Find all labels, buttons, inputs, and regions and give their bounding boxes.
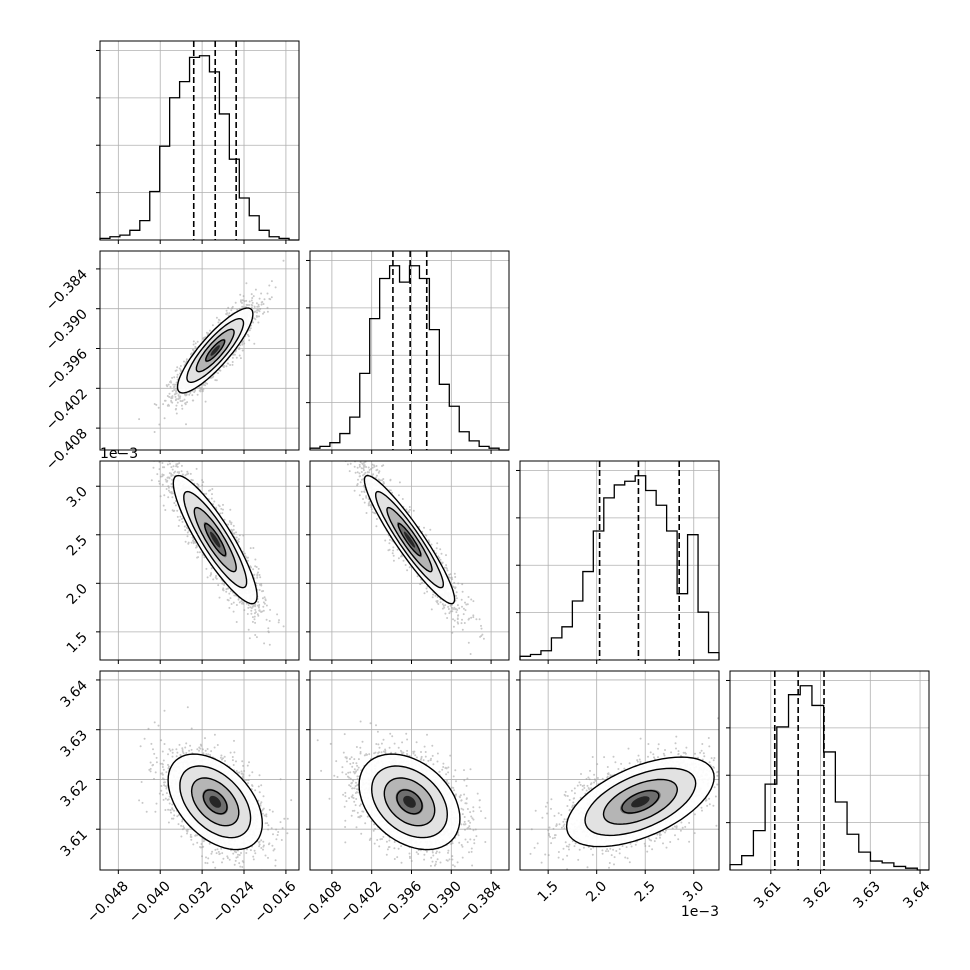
x-tick-label: −0.024 <box>210 878 258 926</box>
panel-frame <box>99 460 300 661</box>
contour-line-3 <box>397 522 422 557</box>
contour-line-1 <box>186 318 245 383</box>
contour-line-2 <box>383 777 436 827</box>
y-tick-label: 1.5 <box>64 629 91 656</box>
y-tick-label: 3.62 <box>57 777 90 810</box>
y-tick-label: −0.408 <box>43 426 91 474</box>
x-offset-label: 1e−3 <box>681 904 719 920</box>
density-panel-3-1 <box>306 670 510 874</box>
histogram-panel-1 <box>306 250 510 454</box>
y-tick-label: −0.384 <box>43 266 91 314</box>
x-tick-label: −0.040 <box>126 878 174 926</box>
y-tick-label: 2.0 <box>64 581 91 608</box>
density-level-4 <box>631 796 650 808</box>
density-panel-1-0 <box>96 250 300 454</box>
density-panel-3-2 <box>516 670 720 874</box>
contour-line-3 <box>202 789 228 815</box>
panel-frame <box>99 670 300 871</box>
x-tick-label: −0.384 <box>457 878 505 926</box>
contour-line-3 <box>203 522 227 557</box>
density-content <box>520 671 719 870</box>
contour-line-2 <box>602 778 679 825</box>
density-content <box>100 461 299 660</box>
histogram-step-2 <box>519 475 720 660</box>
contour-line-3 <box>396 789 423 815</box>
x-tick-label: 3.0 <box>680 878 707 905</box>
contour-line-0 <box>172 474 258 605</box>
density-content <box>100 671 299 870</box>
contour-line-2 <box>195 328 235 373</box>
density-level-4 <box>403 531 416 548</box>
x-tick-label: −0.408 <box>298 878 346 926</box>
y-tick-label: −0.390 <box>43 306 91 354</box>
histogram-panel-0 <box>96 40 300 244</box>
contour-line-1 <box>370 765 449 839</box>
density-level-4 <box>210 345 220 356</box>
panel-frame <box>519 670 720 871</box>
y-tick-label: 3.63 <box>57 727 90 760</box>
x-tick-label: 2.5 <box>632 878 659 905</box>
contour-line-1 <box>179 765 252 839</box>
panel-frame <box>729 670 930 871</box>
contour-line-1 <box>584 767 697 837</box>
contour-line-0 <box>167 753 264 851</box>
x-tick-label: 3.61 <box>751 878 784 911</box>
density-panel-3-0 <box>96 670 300 874</box>
histogram-step-0 <box>99 55 299 241</box>
x-tick-label: −0.396 <box>377 878 425 926</box>
panel-frame <box>99 40 300 241</box>
contour-line-1 <box>374 490 445 589</box>
x-tick-label: −0.016 <box>252 878 300 926</box>
x-tick-label: −0.402 <box>337 878 385 926</box>
panel-frame <box>519 460 720 661</box>
x-tick-label: 3.63 <box>851 878 884 911</box>
y-tick-label: −0.402 <box>43 386 91 434</box>
x-tick-label: 2.0 <box>583 878 610 905</box>
contour-line-0 <box>565 756 715 848</box>
density-content <box>100 251 299 450</box>
histogram-panel-3 <box>726 670 930 874</box>
density-panel-2-0 <box>96 460 300 664</box>
contour-line-1 <box>183 490 248 589</box>
contour-line-3 <box>621 789 660 814</box>
panel-frame <box>309 460 510 661</box>
x-tick-label: 1.5 <box>535 878 562 905</box>
contour-line-2 <box>386 506 433 573</box>
histogram-step-3 <box>729 685 929 871</box>
x-tick-label: 3.62 <box>801 878 834 911</box>
y-tick-label: 3.0 <box>64 484 91 511</box>
density-level-4 <box>403 795 416 808</box>
panel-frame <box>309 250 510 451</box>
histogram-panel-2 <box>516 460 720 664</box>
density-content <box>310 671 509 870</box>
x-tick-label: 3.64 <box>900 878 933 911</box>
density-level-4 <box>209 795 222 808</box>
contour-line-0 <box>358 753 461 851</box>
x-tick-label: −0.032 <box>168 878 216 926</box>
y-offset-label: 1e−3 <box>100 446 138 462</box>
panel-frame <box>309 670 510 871</box>
y-tick-label: −0.396 <box>43 346 91 394</box>
x-tick-label: −0.390 <box>417 878 465 926</box>
y-tick-label: 2.5 <box>64 532 91 559</box>
contour-line-2 <box>190 777 240 827</box>
density-level-4 <box>210 531 221 548</box>
contour-line-2 <box>193 506 237 573</box>
contour-line-0 <box>176 307 254 394</box>
contour-line-0 <box>363 474 456 605</box>
y-tick-label: 3.61 <box>57 827 90 860</box>
contour-line-3 <box>205 339 226 362</box>
y-tick-label: 3.64 <box>57 677 90 710</box>
panel-frame <box>99 250 300 451</box>
density-content <box>310 461 509 660</box>
density-panel-2-1 <box>306 460 510 664</box>
x-tick-label: −0.048 <box>84 878 132 926</box>
